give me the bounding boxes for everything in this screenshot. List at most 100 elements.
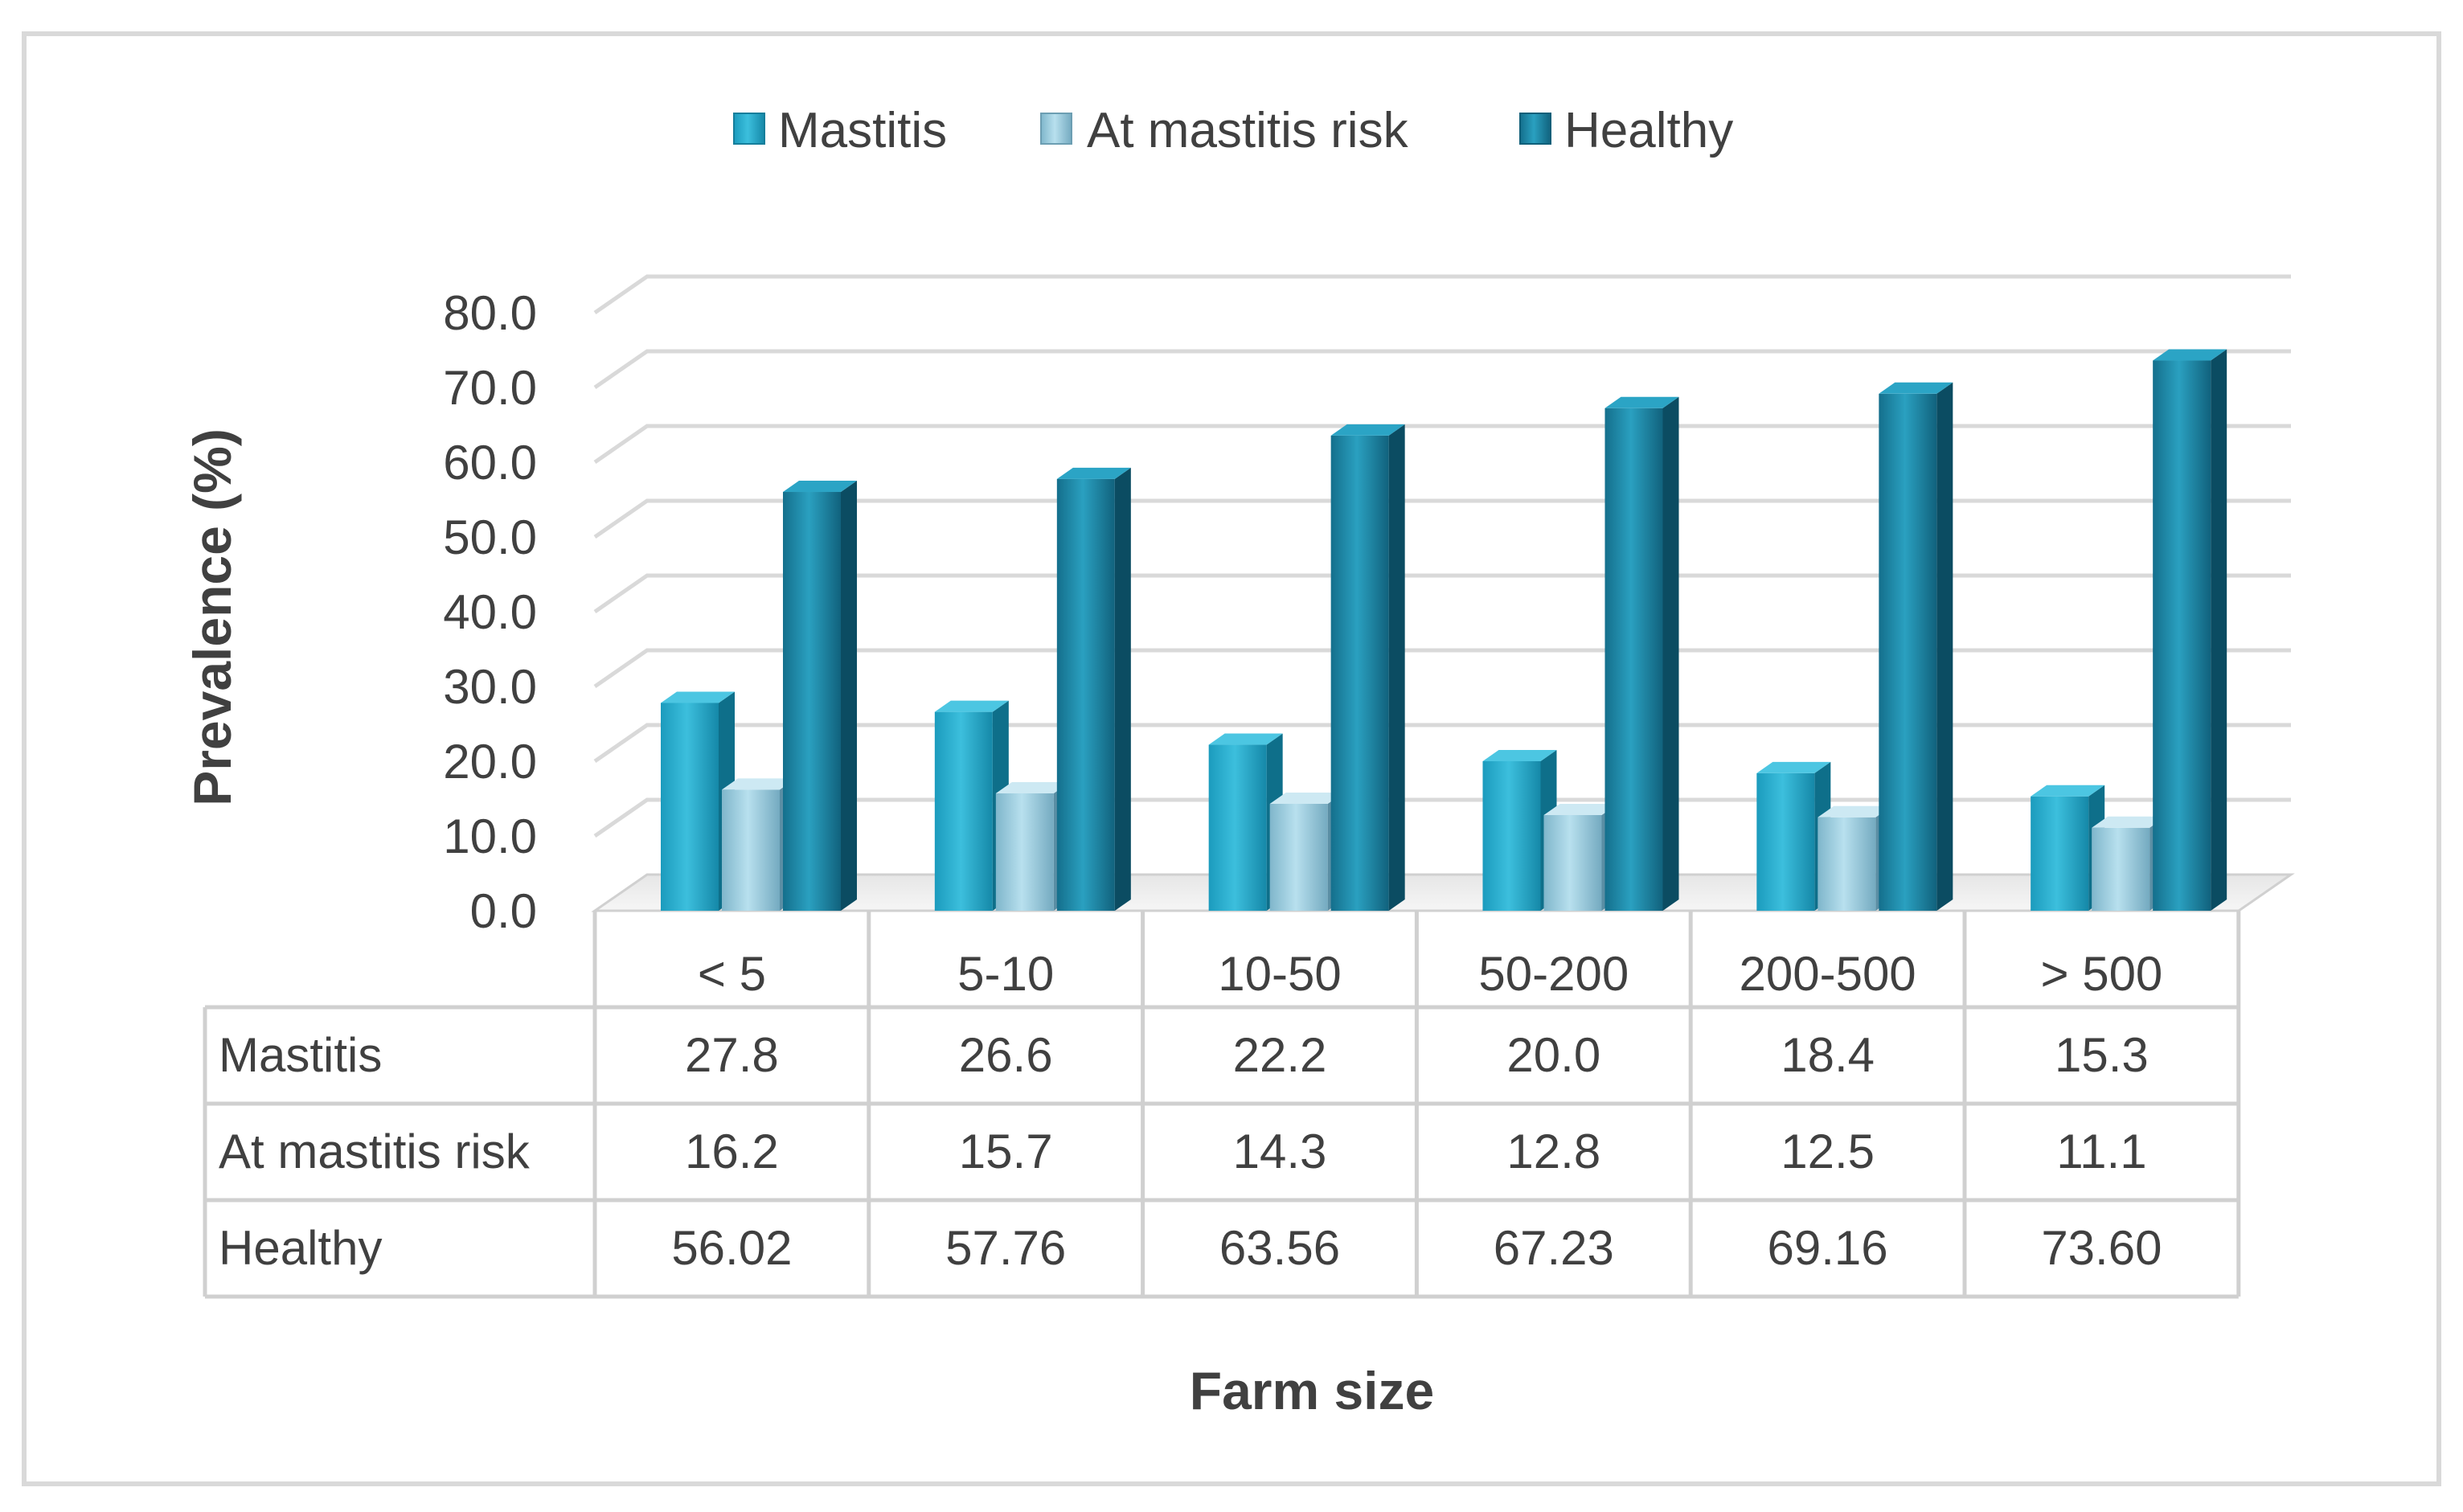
bar-healthy-10-50-side [1388, 424, 1405, 911]
bar-healthy-50-200 [1604, 396, 1679, 911]
table-cell-mastitis-200-500: 18.4 [1781, 1028, 1875, 1082]
bar-healthy-lt-5-side [841, 481, 857, 911]
bar-mastitis-50-200-top [1482, 750, 1557, 761]
bar-at-mastitis-risk-lt-5-top [722, 778, 796, 790]
gridline [593, 498, 2291, 539]
gridline [593, 797, 2291, 838]
table-cell-mastitis-gt-500: 15.3 [2055, 1028, 2149, 1082]
bar-healthy-lt-5-front [783, 492, 841, 911]
gridline [593, 274, 2291, 315]
bar-at-mastitis-risk-gt-500-top [2092, 816, 2166, 828]
table-cell-healthy-50-200: 67.23 [1494, 1221, 1614, 1275]
bar-healthy-200-500-top [1879, 382, 1953, 394]
table-cell-at-mastitis-risk-200-500: 12.5 [1781, 1125, 1875, 1178]
table-header-50-200: 50-200 [1478, 947, 1629, 1001]
legend: Mastitis At mastitis risk Healthy [733, 103, 1733, 158]
bar-mastitis-50-200-front [1482, 761, 1541, 911]
gridlines [593, 274, 2291, 838]
bar-at-mastitis-risk-50-200-front [1543, 814, 1602, 911]
table-cell-at-mastitis-risk-50-200: 12.8 [1506, 1125, 1600, 1178]
table-cell-at-mastitis-risk-5-10: 15.7 [959, 1125, 1053, 1178]
bar-healthy-gt-500-side [2211, 349, 2227, 911]
legend-label-at-mastitis-risk: At mastitis risk [1087, 103, 1409, 158]
bar-mastitis-200-500-top [1756, 761, 1831, 773]
bar-at-mastitis-risk-5-10-front [995, 793, 1054, 911]
y-tick-label: 0.0 [470, 884, 537, 938]
table-cell-mastitis-10-50: 22.2 [1233, 1028, 1327, 1082]
data-table: < 5 5-10 10-50 50-200 200-500 > 500 Mastitis 27… [203, 911, 2241, 1299]
bar-mastitis-lt-5-top [661, 691, 735, 703]
bar-healthy-10-50 [1330, 424, 1405, 911]
bar-healthy-lt-5 [783, 481, 857, 911]
bar-mastitis-10-50-front [1208, 744, 1267, 911]
y-tick-label: 30.0 [443, 660, 537, 714]
bar-at-mastitis-risk-5-10-top [995, 781, 1070, 793]
y-axis: 0.0 10.0 20.0 30.0 40.0 50.0 60.0 70.0 80.0 [443, 286, 537, 938]
table-row-label-mastitis: Mastitis [219, 1028, 382, 1082]
bars [661, 349, 2227, 911]
bar-healthy-5-10-side [1114, 467, 1131, 911]
table-cell-healthy-10-50: 63.56 [1219, 1221, 1340, 1275]
bar-mastitis-gt-500-front [2031, 796, 2089, 911]
bar-healthy-10-50-top [1330, 424, 1405, 436]
bar-healthy-200-500-front [1879, 393, 1937, 911]
gridline [593, 349, 2291, 390]
table-cell-at-mastitis-risk-gt-500: 11.1 [2056, 1125, 2146, 1178]
bar-at-mastitis-risk-200-500-top [1818, 805, 1892, 817]
bar-mastitis-200-500 [1756, 761, 1831, 911]
table-cell-healthy-200-500: 69.16 [1768, 1221, 1888, 1275]
y-tick-label: 70.0 [443, 361, 537, 415]
bar-healthy-lt-5-top [783, 481, 857, 493]
table-cell-at-mastitis-risk-lt-5: 16.2 [685, 1125, 779, 1178]
table-cell-healthy-5-10: 57.76 [945, 1221, 1066, 1275]
legend-swatch-at-mastitis-risk [1040, 113, 1072, 145]
table-cell-healthy-lt-5: 56.02 [671, 1221, 792, 1275]
table-header-200-500: 200-500 [1739, 947, 1916, 1001]
table-cell-healthy-gt-500: 73.60 [2041, 1221, 2162, 1275]
bar-mastitis-5-10-front [934, 711, 993, 911]
legend-swatch-healthy [1519, 113, 1551, 145]
bar-mastitis-10-50-top [1208, 733, 1283, 745]
table-header-5-10: 5-10 [957, 947, 1054, 1001]
table-cell-mastitis-50-200: 20.0 [1506, 1028, 1600, 1082]
y-tick-label: 20.0 [443, 735, 537, 789]
bar-at-mastitis-risk-gt-500-front [2092, 827, 2150, 911]
bar-healthy-5-10-front [1056, 478, 1115, 911]
legend-swatch-mastitis [733, 113, 765, 145]
gridline [593, 723, 2291, 764]
bar-healthy-50-200-side [1662, 396, 1679, 911]
table-row-label-healthy: Healthy [219, 1221, 382, 1275]
y-axis-title: Prevalence (%) [182, 428, 242, 806]
table-cell-mastitis-lt-5: 27.8 [685, 1028, 779, 1082]
bar-at-mastitis-risk-lt-5-front [722, 789, 780, 911]
bar-healthy-200-500-side [1936, 382, 1953, 911]
bar-at-mastitis-risk-200-500-front [1818, 817, 1876, 911]
gridline [593, 424, 2291, 465]
bar-healthy-5-10 [1056, 467, 1131, 911]
x-axis-title: Farm size [1190, 1361, 1434, 1420]
y-tick-label: 80.0 [443, 286, 537, 340]
bar-healthy-gt-500-front [2153, 360, 2211, 911]
table-header-10-50: 10-50 [1218, 947, 1341, 1001]
y-tick-label: 50.0 [443, 510, 537, 564]
legend-item-at-mastitis-risk: At mastitis risk [1040, 103, 1409, 158]
bar-mastitis-200-500-front [1756, 772, 1815, 911]
gridline [593, 648, 2291, 689]
bar-mastitis-gt-500-top [2031, 785, 2105, 797]
table-row-label-at-mastitis-risk: At mastitis risk [219, 1125, 531, 1178]
bar-healthy-gt-500-top [2153, 349, 2227, 361]
bar-at-mastitis-risk-10-50-top [1269, 793, 1344, 805]
bar-mastitis-5-10-top [934, 700, 1009, 712]
bar-mastitis-5-10 [934, 700, 1009, 911]
y-tick-label: 40.0 [443, 585, 537, 639]
bar-healthy-200-500 [1879, 382, 1953, 911]
table-cell-at-mastitis-risk-10-50: 14.3 [1233, 1125, 1327, 1178]
bar-mastitis-lt-5 [661, 691, 735, 911]
bar-healthy-50-200-front [1604, 408, 1663, 911]
bar-healthy-gt-500 [2153, 349, 2227, 911]
bar-healthy-5-10-top [1056, 467, 1131, 479]
y-tick-label: 60.0 [443, 436, 537, 490]
bar-healthy-10-50-front [1330, 435, 1389, 911]
y-tick-label: 10.0 [443, 809, 537, 863]
